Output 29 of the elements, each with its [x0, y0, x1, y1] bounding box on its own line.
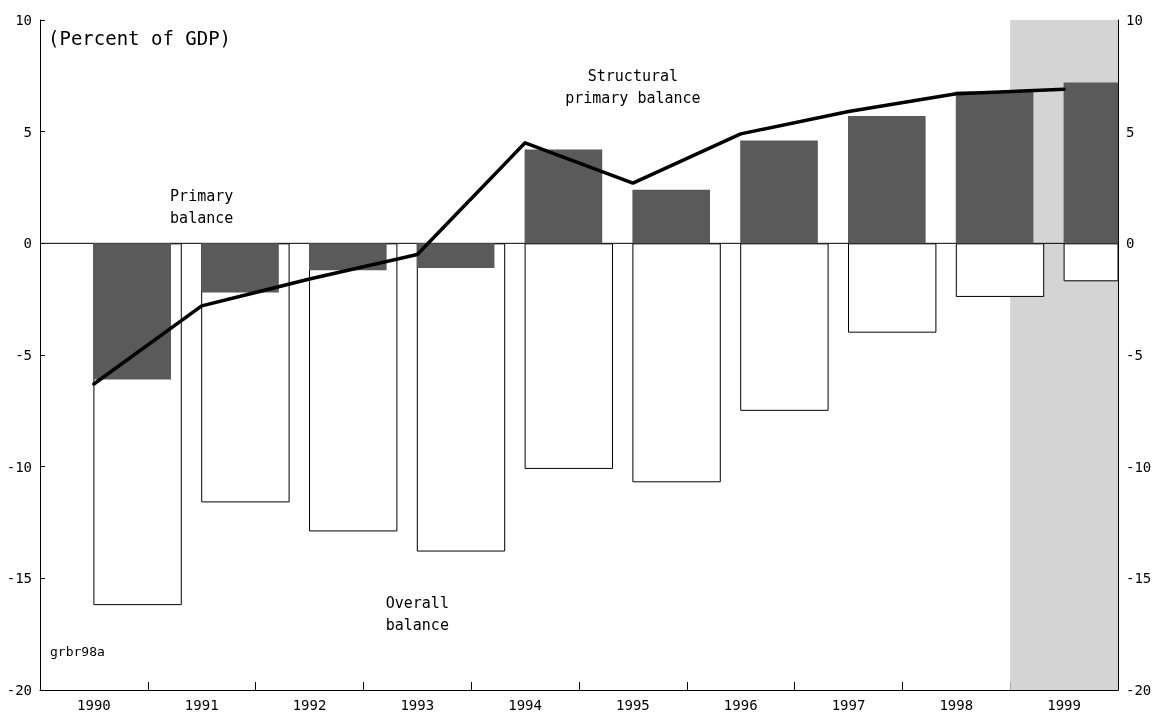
y2-tick-label: -5 [1126, 347, 1143, 363]
y2-tick-label: -20 [1126, 682, 1152, 698]
series-label: Primary balance [170, 187, 234, 228]
x-tick-label: 1994 [508, 697, 542, 713]
annotation: (Percent of GDP) [48, 26, 232, 49]
x-tick-label: 1990 [77, 697, 111, 713]
y-tick-label: -15 [6, 570, 32, 587]
x-tick-label: 1995 [616, 697, 650, 713]
y2-tick-label: -10 [1126, 458, 1152, 475]
x-tick-label: 1991 [184, 697, 219, 713]
y2-tick-label: 10 [1126, 12, 1143, 28]
y-tick-label: 5 [23, 123, 32, 140]
x-tick-label: 1992 [292, 697, 327, 713]
y2-tick-label: -15 [1126, 570, 1152, 587]
text: Structural primary balance [565, 66, 701, 107]
x-tick-label: 1998 [939, 697, 974, 713]
y-tick-label: -20 [6, 682, 32, 698]
annotation: grbr98a [50, 644, 105, 659]
y2-tick-label: 5 [1126, 123, 1135, 140]
y-tick-label: 10 [15, 12, 32, 28]
y-tick-label: -10 [6, 458, 32, 475]
x-tick-label: 1997 [831, 697, 866, 713]
x-tick-label: 1993 [400, 697, 435, 713]
text: Overall balance [385, 593, 449, 634]
y-tick-label: 0 [23, 235, 32, 252]
x-tick-label: 1999 [1047, 697, 1081, 713]
y2-tick-label: 0 [1126, 235, 1135, 252]
x-tick-label: 1996 [723, 697, 758, 713]
y-tick-label: -5 [15, 347, 32, 363]
